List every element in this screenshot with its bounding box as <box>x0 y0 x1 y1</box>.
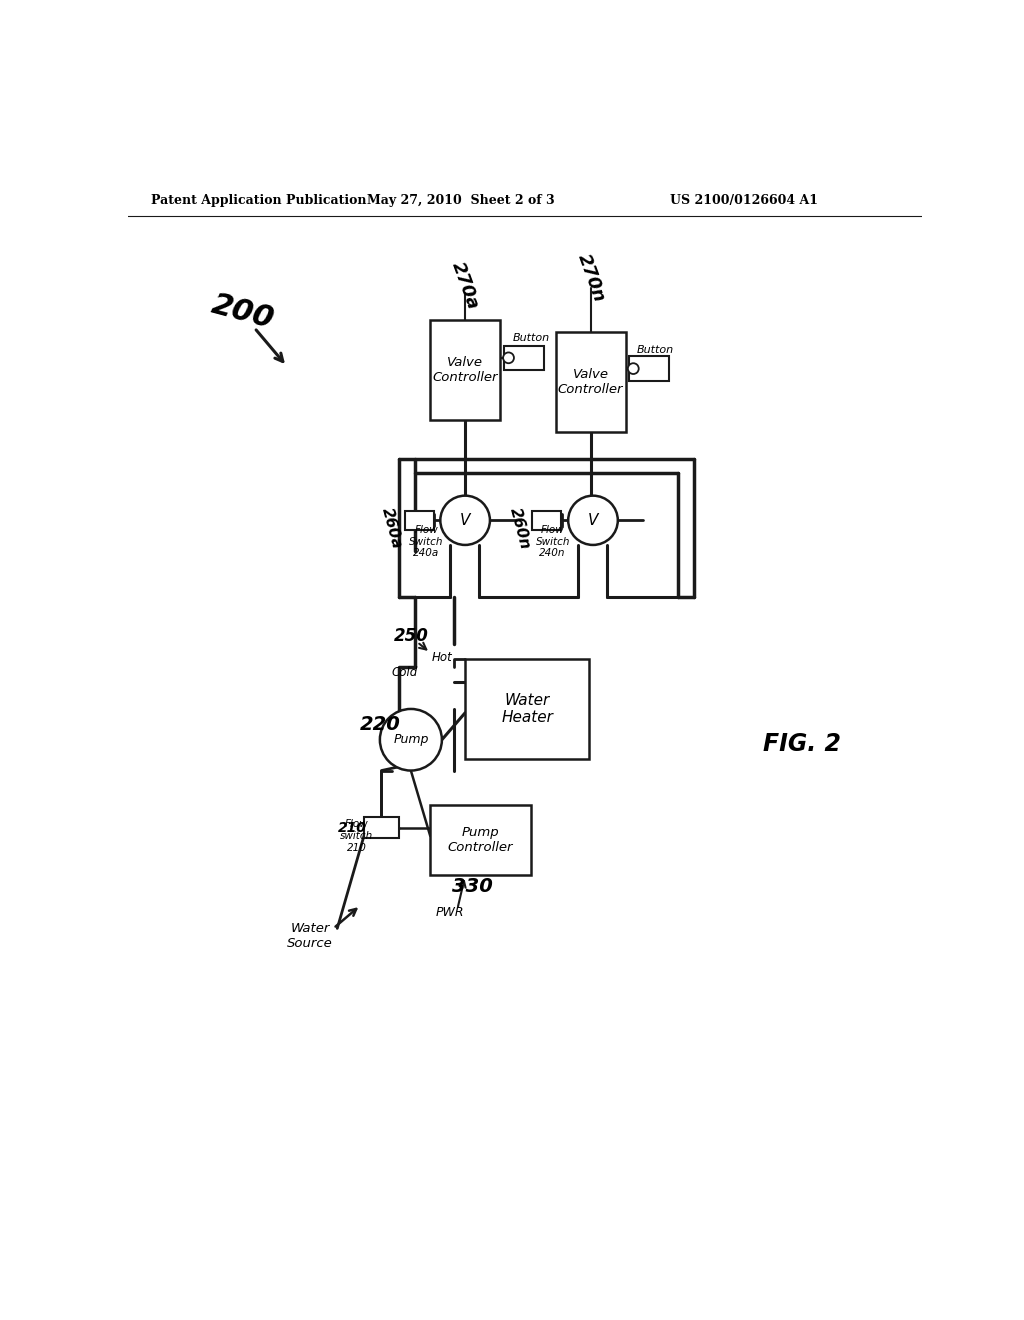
Text: FIG. 2: FIG. 2 <box>763 731 842 755</box>
Text: 250: 250 <box>393 627 428 644</box>
Bar <box>531 511 561 529</box>
Circle shape <box>503 352 514 363</box>
Text: Pump: Pump <box>393 733 429 746</box>
Text: 270a: 270a <box>449 259 482 312</box>
Bar <box>504 346 544 370</box>
Text: Flow
Switch
240a: Flow Switch 240a <box>410 525 443 558</box>
Circle shape <box>628 363 639 374</box>
Text: 260n: 260n <box>507 506 532 550</box>
Bar <box>465 659 589 759</box>
Text: V: V <box>588 512 598 528</box>
Text: 260a: 260a <box>379 506 404 550</box>
Text: Button: Button <box>637 345 674 355</box>
Bar <box>404 511 434 529</box>
Text: PWR: PWR <box>435 907 464 920</box>
Text: Patent Application Publication: Patent Application Publication <box>152 194 367 207</box>
Text: Water
Heater: Water Heater <box>501 693 553 725</box>
Text: Hot: Hot <box>431 651 453 664</box>
Circle shape <box>440 495 489 545</box>
Circle shape <box>380 709 442 771</box>
Text: Pump
Controller: Pump Controller <box>447 826 513 854</box>
Text: US 2100/0126604 A1: US 2100/0126604 A1 <box>671 194 818 207</box>
Text: Water
Source: Water Source <box>288 923 333 950</box>
Text: Cold: Cold <box>391 667 418 680</box>
Bar <box>629 356 669 381</box>
Text: May 27, 2010  Sheet 2 of 3: May 27, 2010 Sheet 2 of 3 <box>368 194 555 207</box>
Text: 200: 200 <box>208 290 278 335</box>
Text: Valve
Controller: Valve Controller <box>432 356 498 384</box>
Text: 220: 220 <box>359 715 400 734</box>
Text: Flow
switch
210: Flow switch 210 <box>340 820 374 853</box>
Text: 210: 210 <box>338 821 368 836</box>
Text: Valve
Controller: Valve Controller <box>558 368 624 396</box>
Bar <box>365 817 399 838</box>
Circle shape <box>568 495 617 545</box>
Text: 330: 330 <box>453 876 494 895</box>
Bar <box>556 331 626 432</box>
Text: V: V <box>460 512 470 528</box>
Text: Flow
Switch
240n: Flow Switch 240n <box>536 525 570 558</box>
Bar <box>430 321 500 420</box>
Text: 270n: 270n <box>573 251 608 305</box>
Text: Button: Button <box>512 333 550 343</box>
Bar <box>430 805 531 875</box>
